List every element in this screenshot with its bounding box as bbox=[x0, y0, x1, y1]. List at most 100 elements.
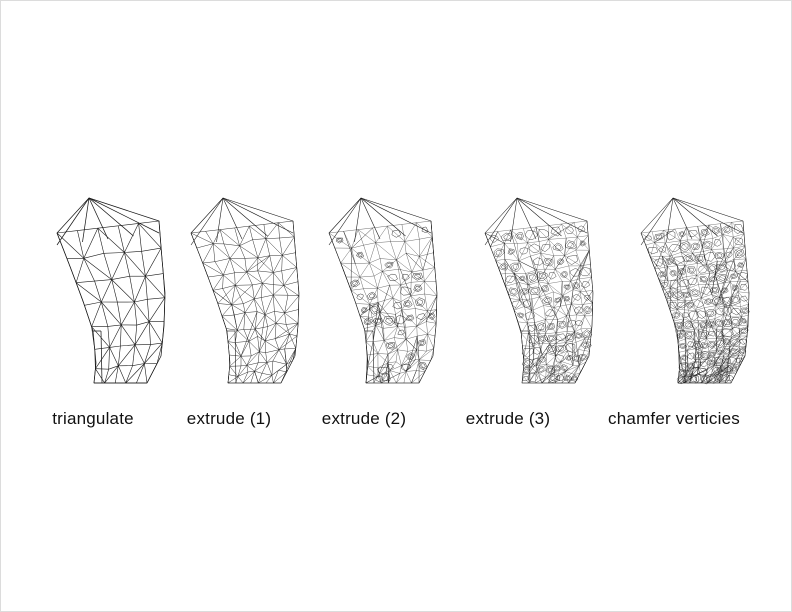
mesh-edge bbox=[689, 360, 696, 384]
mesh-edge bbox=[83, 258, 112, 280]
mesh-cell bbox=[680, 371, 686, 376]
mesh-edge bbox=[260, 297, 266, 315]
mesh-edge bbox=[397, 349, 402, 366]
mesh-cell bbox=[540, 336, 547, 342]
mesh-edge bbox=[274, 311, 277, 324]
mesh-edge bbox=[263, 222, 279, 225]
mesh-edge bbox=[535, 377, 546, 384]
mesh-edge bbox=[725, 259, 734, 263]
mesh-edge bbox=[640, 232, 655, 243]
mesh-cell bbox=[700, 228, 710, 237]
mesh-edge bbox=[724, 280, 741, 308]
mesh-edge bbox=[91, 326, 110, 348]
mesh-edge bbox=[719, 372, 725, 384]
mesh-edge bbox=[95, 347, 110, 369]
mesh-edge bbox=[531, 296, 540, 300]
mesh-edge bbox=[219, 229, 240, 246]
mesh-edge bbox=[252, 282, 263, 286]
mesh-edge bbox=[132, 363, 145, 366]
mesh-edge bbox=[699, 238, 713, 241]
mesh-edge bbox=[264, 340, 266, 353]
mesh-cell bbox=[731, 284, 739, 291]
mesh-cell bbox=[579, 267, 591, 276]
mesh-edge bbox=[688, 284, 699, 289]
mesh-edge bbox=[244, 311, 258, 313]
mesh-edge bbox=[578, 277, 592, 280]
mesh-edge bbox=[405, 349, 417, 372]
mesh-edge bbox=[275, 333, 290, 339]
mesh-edge bbox=[566, 314, 577, 317]
mesh-edge bbox=[504, 259, 519, 262]
mesh-cell bbox=[678, 241, 691, 252]
mesh-cell bbox=[724, 339, 730, 344]
mesh-cell bbox=[566, 356, 572, 360]
mesh-edge bbox=[557, 315, 567, 320]
mesh-edge bbox=[91, 326, 95, 350]
mesh-cell bbox=[565, 297, 569, 301]
mesh-edge bbox=[533, 354, 543, 361]
mesh-edge bbox=[289, 333, 297, 349]
mesh-edge bbox=[554, 255, 565, 270]
mesh-edge bbox=[716, 316, 731, 339]
mesh-edge bbox=[663, 228, 676, 231]
mesh-edge bbox=[379, 258, 383, 272]
mesh-edge bbox=[570, 281, 581, 292]
mesh-cell bbox=[581, 281, 590, 288]
mesh-edge bbox=[297, 281, 300, 296]
mesh-cell bbox=[716, 320, 722, 326]
mesh-cell bbox=[416, 313, 426, 321]
mesh-edge bbox=[576, 314, 585, 317]
mesh-edge bbox=[94, 279, 112, 282]
mesh-cell bbox=[573, 356, 580, 361]
mesh-edge bbox=[715, 262, 727, 275]
caption-triangulate: triangulate bbox=[52, 409, 134, 428]
mesh-cell bbox=[731, 297, 739, 303]
mesh-cell bbox=[726, 374, 734, 382]
mesh-edge bbox=[548, 371, 566, 384]
mesh-edge bbox=[358, 229, 376, 243]
mesh-edge bbox=[234, 227, 240, 246]
mesh-cell bbox=[521, 358, 534, 368]
mesh-cell bbox=[678, 343, 687, 349]
mesh-edge bbox=[677, 341, 688, 351]
mesh-edge bbox=[528, 353, 547, 384]
mesh-edge bbox=[735, 345, 747, 375]
mesh-edge bbox=[281, 270, 284, 286]
mesh-edge bbox=[692, 297, 702, 301]
mesh-edge bbox=[731, 222, 734, 238]
mesh-edge bbox=[411, 371, 425, 384]
mesh-edge bbox=[564, 236, 578, 256]
mesh-cell bbox=[532, 347, 542, 355]
mesh-cell bbox=[669, 301, 678, 310]
mesh-edge bbox=[495, 259, 505, 261]
mesh-edge bbox=[363, 288, 370, 305]
mesh-edge bbox=[235, 271, 247, 286]
mesh-edge bbox=[372, 341, 379, 354]
mesh-edge bbox=[518, 282, 532, 311]
mesh-edge bbox=[56, 197, 90, 246]
mesh-edge bbox=[667, 278, 680, 282]
mesh-cell bbox=[738, 347, 747, 355]
mesh-edge bbox=[261, 362, 268, 374]
mesh-edge bbox=[109, 345, 121, 348]
mesh-edge bbox=[685, 338, 688, 351]
mesh-cell bbox=[522, 289, 528, 294]
mesh-edge bbox=[257, 257, 274, 273]
mesh-edge bbox=[214, 258, 230, 262]
mesh-edge bbox=[284, 295, 300, 314]
mesh-edge bbox=[259, 351, 268, 363]
mesh-edge bbox=[240, 341, 250, 357]
mesh-edge bbox=[720, 222, 732, 224]
mesh-edge bbox=[88, 197, 109, 240]
mesh-edge bbox=[278, 222, 280, 239]
mesh-edge bbox=[555, 331, 575, 357]
mesh-edge bbox=[379, 312, 398, 327]
mesh-cell bbox=[582, 343, 590, 348]
mesh-cell bbox=[407, 353, 414, 359]
mesh-edge bbox=[410, 293, 425, 296]
mesh-edge bbox=[237, 365, 247, 377]
mesh-cell bbox=[537, 271, 549, 281]
mesh-edge bbox=[661, 256, 669, 282]
mesh-edge bbox=[405, 252, 424, 271]
mesh-edge bbox=[265, 238, 271, 256]
